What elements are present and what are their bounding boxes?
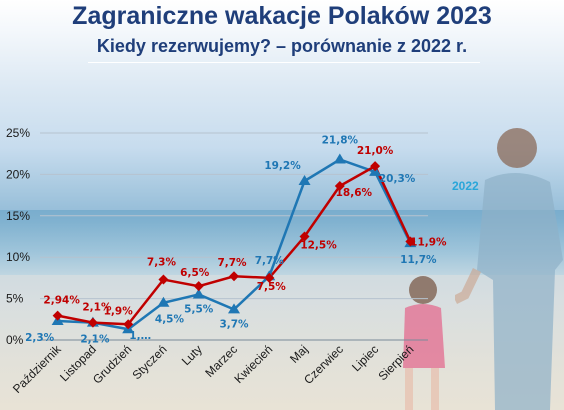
data-label: 11,9% [410,236,447,248]
x-category-label: Sierpień [375,342,416,383]
data-label: 7,7% [255,255,285,267]
x-category-label: Grudzień [90,342,134,386]
data-point-triangle [192,288,205,299]
data-point-diamond [158,274,169,285]
x-category-label: Maj [287,342,311,366]
data-label: 3,7% [219,318,249,330]
data-point-diamond [299,231,310,242]
y-tick-label: 0% [6,333,24,347]
data-label: 5,5% [184,303,214,315]
x-category-label: Kwiecień [232,342,276,386]
data-label: 7,5% [257,281,287,293]
y-tick-label: 10% [6,250,30,264]
data-label: 21,8% [322,134,359,146]
data-point-diamond [264,272,275,283]
data-label: 1,9% [104,305,134,317]
data-label: 18,6% [336,187,373,199]
data-point-diamond [334,180,345,191]
y-tick-label: 20% [6,167,30,181]
data-point-diamond [370,161,381,172]
data-label: 7,7% [217,257,247,269]
data-label: 2,1% [80,334,110,346]
data-point-diamond [193,281,204,292]
chart-subtitle: Kiedy rezerwujemy? – porównanie z 2022 r… [96,36,468,56]
data-label: 4,5% [155,314,185,326]
x-category-label: Październik [10,342,64,396]
adult-figure-photo [455,128,563,410]
chart-title: Zagraniczne wakacje Polaków 2023 [72,2,492,30]
x-category-label: Lipiec [349,342,381,374]
y-tick-label: 5% [6,292,24,306]
y-axis-ticks: 0% 5% 10% 15% 20% 25% [6,126,30,347]
data-point-triangle [298,175,311,186]
data-label: 19,2% [264,160,301,172]
x-category-label: Czerwiec [301,342,346,387]
x-category-label: Styczeń [129,342,169,382]
data-labels: 2,3% 2,1% 1,… 4,5%5,5% 3,7% 7,7% 19,2% 21,8% 20,… [25,134,447,345]
data-point-diamond [405,236,416,247]
data-label: 21,0% [357,145,394,157]
data-label: 2,1% [82,302,112,314]
data-point-diamond [229,271,239,282]
data-label: 2,94% [43,295,80,307]
series-markers [51,153,417,334]
child-figure-photo [403,276,445,410]
data-point-diamond [123,319,134,330]
data-point-triangle [157,296,170,307]
data-label: 7,3% [147,257,177,269]
subtitle-underline [88,62,480,63]
data-label: 1,… [129,330,151,342]
data-label: 11,7% [400,254,437,266]
data-label: 20,3% [379,173,416,185]
data-point-diamond [52,310,63,321]
x-category-label: Luty [179,342,205,368]
data-point-triangle [333,153,346,164]
data-label: 6,5% [180,267,210,279]
data-label: 12,5% [300,240,337,252]
grid-lines [40,132,428,341]
data-point-diamond [87,317,98,328]
y-tick-label: 25% [6,126,30,140]
data-point-triangle [228,303,240,314]
data-label: 2,3% [25,332,55,344]
beach-background [0,275,564,410]
y-tick-label: 15% [6,209,30,223]
legend-2022: 2022 [452,179,479,193]
